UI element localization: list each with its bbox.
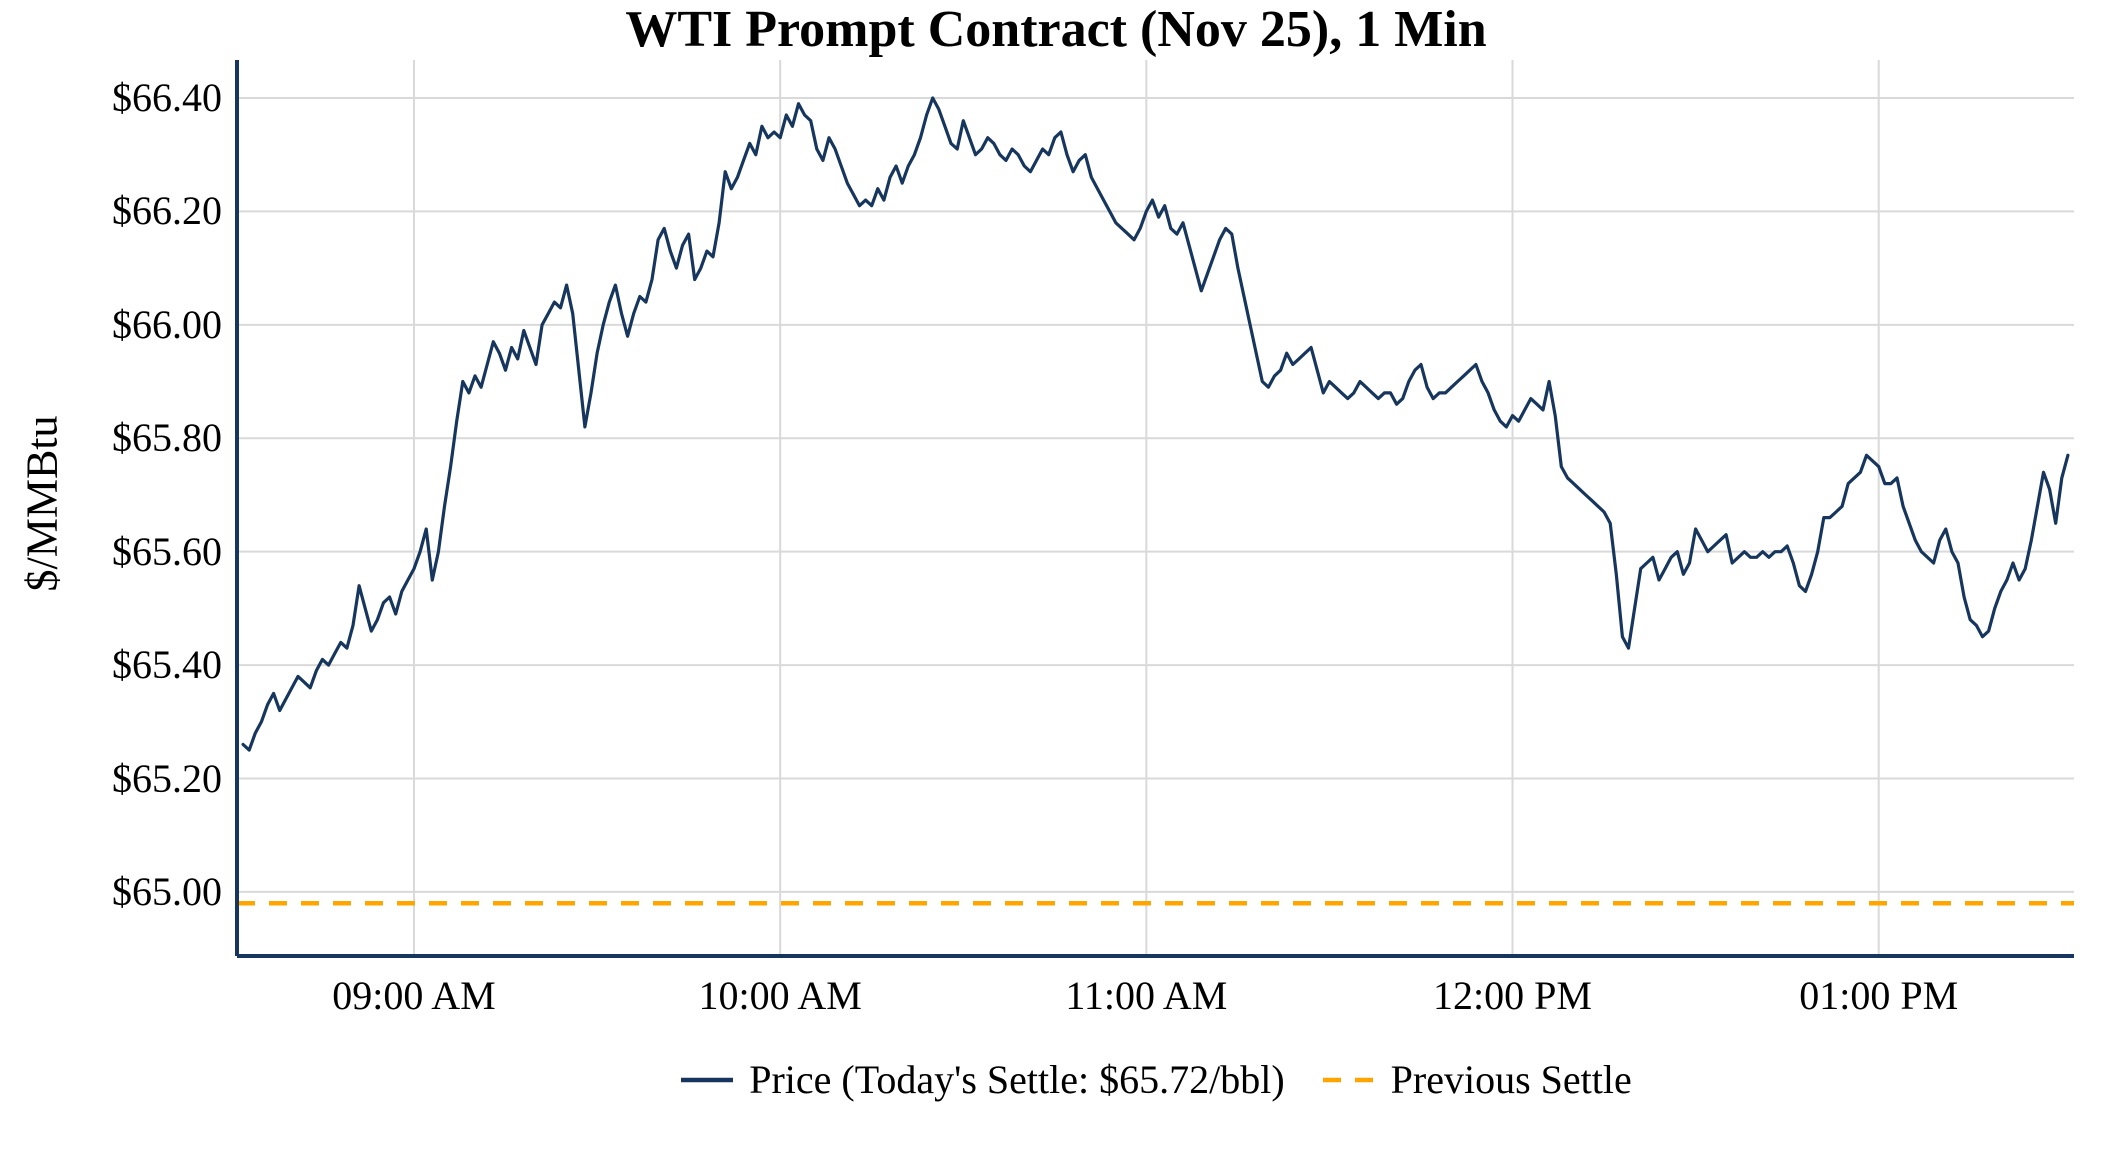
y-tick-label: $66.00: [112, 301, 222, 347]
y-tick-label: $65.80: [112, 415, 222, 461]
x-tick-label: 10:00 AM: [698, 973, 862, 1018]
legend-item-price: Price (Today's Settle: $65.72/bbl): [679, 1056, 1285, 1103]
x-tick-label: 12:00 PM: [1433, 973, 1592, 1018]
price-line-sample-icon: [681, 1077, 734, 1082]
legend-price-label: Price (Today's Settle: $65.72/bbl): [749, 1057, 1285, 1102]
x-tick-label: 09:00 AM: [332, 973, 496, 1018]
y-tick-label: $65.40: [112, 642, 222, 688]
y-tick-label: $65.20: [112, 755, 222, 801]
previous-settle-dash-sample-icon: [1322, 1077, 1375, 1082]
price-line: [241, 96, 2070, 752]
y-tick-label: $65.60: [112, 528, 222, 574]
x-tick-label: 01:00 PM: [1799, 973, 1959, 1018]
legend: Price (Today's Settle: $65.72/bbl) Previ…: [237, 1056, 2074, 1103]
y-tick-label: $65.00: [112, 868, 222, 914]
legend-previous-settle-label: Previous Settle: [1390, 1057, 1632, 1102]
x-tick-label: 11:00 AM: [1065, 973, 1228, 1018]
y-tick-label: $66.40: [112, 74, 222, 120]
chart-title: WTI Prompt Contract (Nov 25), 1 Min: [625, 1, 1487, 58]
legend-item-previous-settle: Previous Settle: [1321, 1056, 1632, 1103]
y-tick-label: $66.20: [112, 188, 222, 234]
